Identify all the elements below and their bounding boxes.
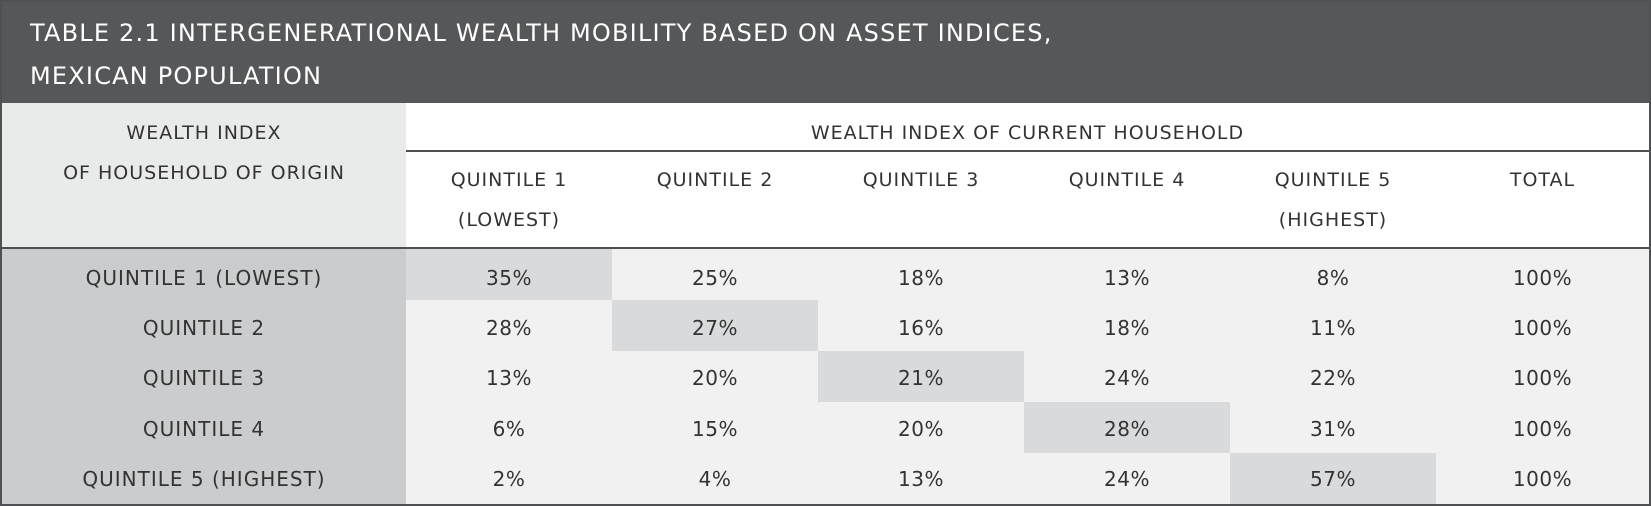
table-title-line-1: TABLE 2.1 INTERGENERATIONAL WEALTH MOBIL…: [30, 19, 1053, 47]
col-header-quintile-4: QUINTILE 4: [1068, 169, 1186, 191]
table-cell-total: 100%: [1512, 467, 1573, 491]
table-cell: 25%: [692, 266, 738, 290]
table-cell: 8%: [1316, 266, 1350, 290]
row-label-quintile-2: QUINTILE 2: [142, 316, 266, 340]
diagonal-highlight-cell: [1230, 453, 1436, 504]
table-cell: 6%: [492, 417, 526, 441]
diagonal-highlight-cell: [1024, 402, 1230, 453]
table-cell: 15%: [692, 417, 738, 441]
table-title-line-2: MEXICAN POPULATION: [30, 62, 323, 90]
row-label-quintile-3: QUINTILE 3: [142, 366, 266, 390]
table-cell: 4%: [698, 467, 732, 491]
col-header-quintile-1-sub: (LOWEST): [457, 209, 561, 231]
current-household-group-header: WEALTH INDEX OF CURRENT HOUSEHOLD: [810, 122, 1245, 144]
table-cell: 28%: [1104, 417, 1150, 441]
origin-header-cell: WEALTH INDEX OF HOUSEHOLD OF ORIGIN: [2, 103, 406, 249]
table-cell: 28%: [486, 316, 532, 340]
origin-label-column: [2, 249, 406, 504]
table-cell: 18%: [1104, 316, 1150, 340]
table-cell: 13%: [1104, 266, 1150, 290]
table-cell: 31%: [1310, 417, 1356, 441]
table-cell: 22%: [1310, 366, 1356, 390]
diagonal-highlight-cell: [612, 300, 818, 351]
table-cell: 20%: [898, 417, 944, 441]
col-header-quintile-1: QUINTILE 1: [450, 169, 568, 191]
table-cell: 24%: [1104, 467, 1150, 491]
origin-header-line-2: OF HOUSEHOLD OF ORIGIN: [63, 162, 345, 184]
col-header-quintile-5-sub: (HIGHEST): [1278, 209, 1388, 231]
table-cell: 11%: [1310, 316, 1356, 340]
col-header-quintile-2: QUINTILE 2: [656, 169, 774, 191]
diagonal-highlight-cell: [406, 249, 612, 300]
col-header-quintile-3: QUINTILE 3: [862, 169, 980, 191]
table-cell-total: 100%: [1512, 266, 1573, 290]
col-header-total: TOTAL: [1509, 169, 1576, 191]
table-cell: 57%: [1310, 467, 1356, 491]
table-cell: 18%: [898, 266, 944, 290]
group-header-divider: [406, 150, 1649, 152]
table-cell: 27%: [692, 316, 738, 340]
origin-header-line-1: WEALTH INDEX: [126, 122, 282, 144]
table-cell: 20%: [692, 366, 738, 390]
table-cell: 35%: [486, 266, 532, 290]
row-label-quintile-5: QUINTILE 5 (HIGHEST): [82, 467, 326, 491]
table-cell-total: 100%: [1512, 366, 1573, 390]
table-cell: 2%: [492, 467, 526, 491]
table-cell-total: 100%: [1512, 417, 1573, 441]
table-cell: 13%: [898, 467, 944, 491]
table-title-bar: TABLE 2.1 INTERGENERATIONAL WEALTH MOBIL…: [2, 2, 1649, 103]
col-header-quintile-5: QUINTILE 5: [1274, 169, 1392, 191]
diagonal-highlight-cell: [818, 351, 1024, 402]
table-cell: 13%: [486, 366, 532, 390]
table-cell-total: 100%: [1512, 316, 1573, 340]
table-cell: 21%: [898, 366, 944, 390]
header-body-divider: [2, 247, 1649, 249]
row-label-quintile-4: QUINTILE 4: [142, 417, 266, 441]
row-label-quintile-1: QUINTILE 1 (LOWEST): [85, 266, 323, 290]
table-cell: 16%: [898, 316, 944, 340]
table-body: [406, 249, 1649, 504]
table-cell: 24%: [1104, 366, 1150, 390]
